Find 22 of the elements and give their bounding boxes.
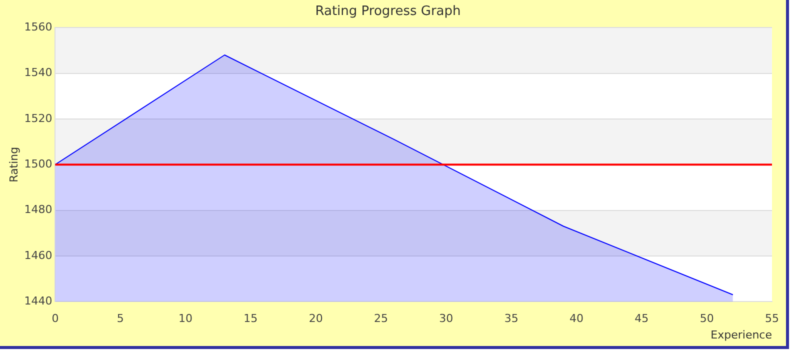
y-tick-label: 1480 <box>24 203 52 216</box>
x-tick-label: 45 <box>634 312 649 326</box>
x-tick-label: 15 <box>244 312 258 326</box>
x-tick-label: 55 <box>765 312 779 326</box>
x-tick-label: 35 <box>504 312 518 326</box>
x-tick-label: 10 <box>178 312 193 326</box>
x-tick-label: 40 <box>570 312 584 326</box>
x-axis-title: Experience <box>710 328 772 342</box>
x-tick-label: 30 <box>439 312 454 326</box>
y-axis-title: Rating <box>7 146 20 182</box>
y-tick-label: 1460 <box>24 248 52 262</box>
y-tick-label: 1440 <box>24 294 52 308</box>
y-tick-label: 1500 <box>24 157 52 170</box>
x-tick-label: 20 <box>308 312 323 326</box>
x-tick-label: 5 <box>116 312 124 326</box>
chart-title: Rating Progress Graph <box>315 4 461 20</box>
x-tick-label: 25 <box>374 312 388 326</box>
x-tick-label: 0 <box>52 312 59 326</box>
y-tick-label: 1540 <box>24 66 52 80</box>
y-tick-label: 1520 <box>24 112 52 125</box>
x-tick-label: 50 <box>700 312 714 326</box>
y-tick-label: 1560 <box>24 20 52 34</box>
